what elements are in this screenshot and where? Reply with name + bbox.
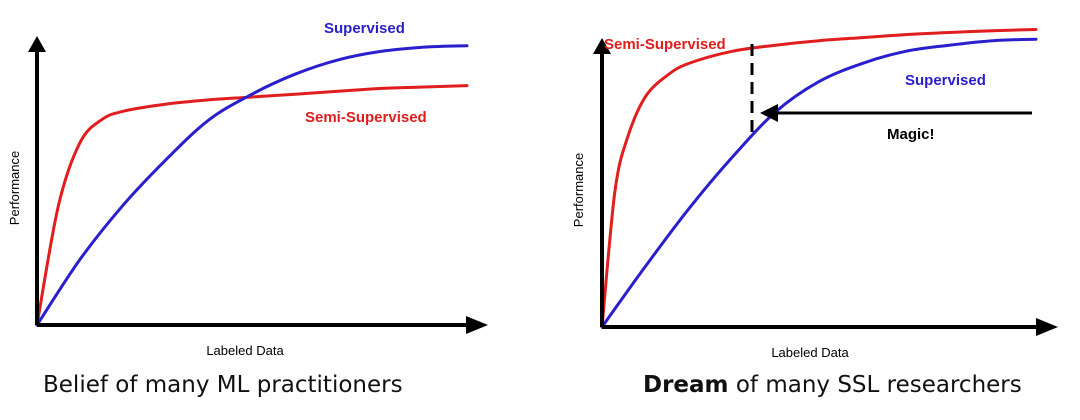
right-caption: Dream of many SSL researchers (643, 372, 1022, 398)
dream-chart: Labeled Data Performance Semi-Supervised… (571, 28, 1058, 360)
supervised-series-label: Supervised (324, 20, 405, 37)
supervised-curve (600, 37, 1038, 329)
y-axis-label: Performance (7, 151, 22, 225)
y-axis-arrowhead (28, 36, 46, 52)
magic-arrowhead (760, 104, 778, 122)
supervised-curve (35, 44, 469, 327)
left-caption: Belief of many ML practitioners (43, 372, 403, 398)
semi-supervised-series-label: Semi-Supervised (604, 36, 726, 53)
semi-supervised-curve (35, 84, 469, 327)
right-caption-emphasis: Dream (643, 372, 729, 398)
y-axis-label: Performance (571, 153, 586, 227)
left-caption-text: Belief of many ML practitioners (43, 372, 403, 398)
ssl-comparison-figure: Labeled Data Performance Supervised Semi… (7, 20, 1058, 360)
x-axis-arrowhead (466, 316, 488, 334)
right-caption-text: of many SSL researchers (728, 372, 1022, 398)
supervised-series-label: Supervised (905, 72, 986, 89)
semi-supervised-series-label: Semi-Supervised (305, 109, 427, 126)
semi-supervised-curve (600, 28, 1038, 329)
x-axis-arrowhead (1036, 318, 1058, 336)
y-axis-arrowhead (593, 38, 611, 54)
magic-annotation: Magic! (887, 126, 935, 143)
belief-chart: Labeled Data Performance Supervised Semi… (7, 20, 488, 358)
x-axis-label: Labeled Data (771, 345, 849, 360)
x-axis-label: Labeled Data (206, 343, 284, 358)
